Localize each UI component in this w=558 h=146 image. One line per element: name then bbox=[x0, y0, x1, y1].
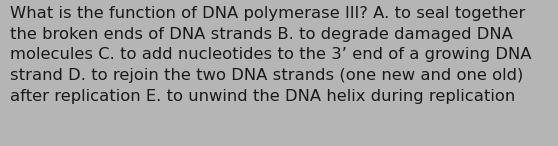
Text: What is the function of DNA polymerase III? A. to seal together
the broken ends : What is the function of DNA polymerase I… bbox=[10, 6, 532, 104]
